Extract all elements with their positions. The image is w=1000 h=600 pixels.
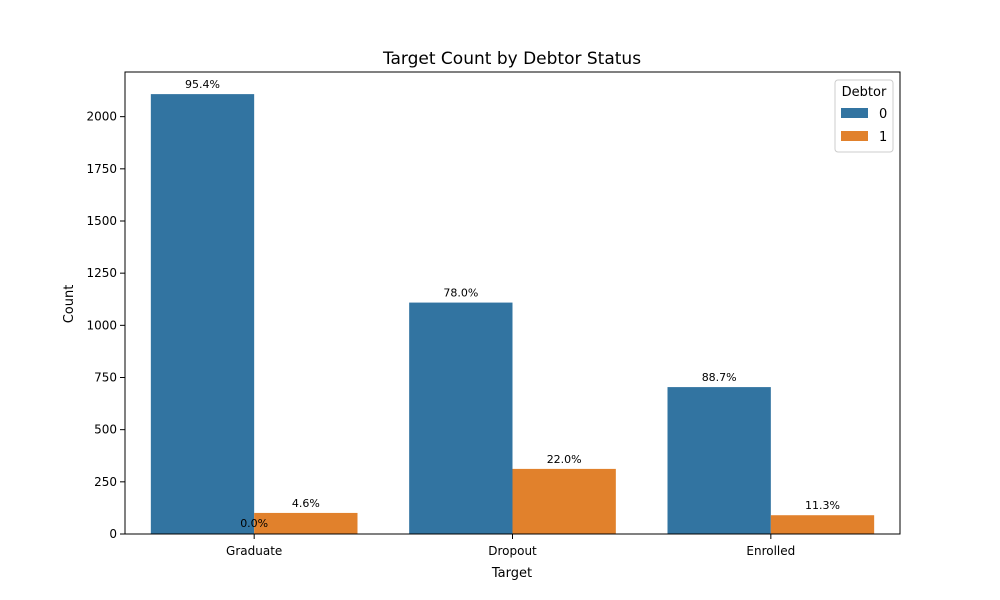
x-axis-label: Target [491, 566, 532, 581]
legend: Debtor 0 1 [834, 79, 894, 153]
bar-enrolled-debtor-0 [667, 387, 771, 534]
x-tick-label: Enrolled [746, 544, 795, 558]
legend-label-1: 1 [879, 130, 887, 145]
y-tick-label: 1750 [86, 162, 117, 176]
bar-dropout-debtor-0 [409, 302, 513, 534]
y-tick-label: 250 [94, 475, 117, 489]
plot-area: 95.4% 78.0% 88.7% 4.6% 22.0% 11.3% 0.0% 0 250 500… [86, 71, 901, 558]
data-label: 78.0% [443, 287, 478, 300]
data-label: 88.7% [702, 371, 737, 384]
data-label-zero: 0.0% [240, 517, 268, 530]
y-tick-label: 1250 [86, 266, 117, 280]
data-label: 22.0% [547, 453, 582, 466]
y-tick-label: 1000 [86, 318, 117, 332]
legend-swatch-1 [841, 131, 868, 141]
bar-dropout-debtor-1 [512, 468, 616, 534]
y-tick-label: 500 [94, 423, 117, 437]
data-label: 11.3% [805, 499, 840, 512]
x-tick-label: Dropout [488, 544, 537, 558]
y-tick-label: 1500 [86, 214, 117, 228]
chart-title: Target Count by Debtor Status [382, 49, 641, 69]
bar-graduate-debtor-0 [150, 94, 255, 535]
bar-enrolled-debtor-1 [770, 515, 875, 534]
legend-label-0: 0 [879, 107, 887, 122]
y-tick-label: 750 [94, 370, 117, 384]
x-tick-label: Graduate [226, 544, 282, 558]
y-tick-label: 2000 [86, 110, 117, 124]
y-axis-label: Count [62, 285, 77, 324]
data-label: 95.4% [185, 78, 220, 91]
bar-graduate-debtor-1 [254, 512, 358, 534]
data-label: 4.6% [292, 497, 320, 510]
y-tick-label: 0 [109, 527, 117, 541]
legend-title: Debtor [842, 85, 887, 100]
legend-swatch-0 [841, 108, 868, 118]
